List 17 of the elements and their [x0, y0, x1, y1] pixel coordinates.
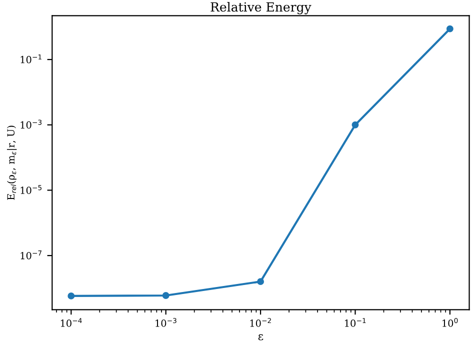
- x-tick-label: 10$^{0}$: [442, 318, 458, 327]
- y-tick-label: 10$^{−1}$: [20, 54, 42, 64]
- x-axis-title: ε: [258, 334, 264, 340]
- point: [446, 25, 454, 32]
- y-axis-title: E$_{rel}$(ρ$_{ε}$, m$_{ε}$|r, U): [6, 126, 17, 200]
- x-tick-label: 10$^{−2}$: [250, 318, 271, 327]
- x-tick-label: 10$^{−4}$: [60, 318, 82, 327]
- point: [352, 121, 359, 128]
- point: [162, 292, 170, 299]
- point: [68, 292, 75, 300]
- chart-title: Relative Energy: [210, 2, 312, 14]
- x-tick-label: 10$^{−1}$: [344, 318, 366, 327]
- y-tick-label: 10$^{−7}$: [20, 250, 42, 260]
- y-tick-label: 10$^{−3}$: [20, 120, 42, 129]
- x-tick-label: 10$^{−3}$: [156, 318, 176, 327]
- y-tick-label: 10$^{−5}$: [20, 185, 42, 194]
- point: [257, 278, 264, 286]
